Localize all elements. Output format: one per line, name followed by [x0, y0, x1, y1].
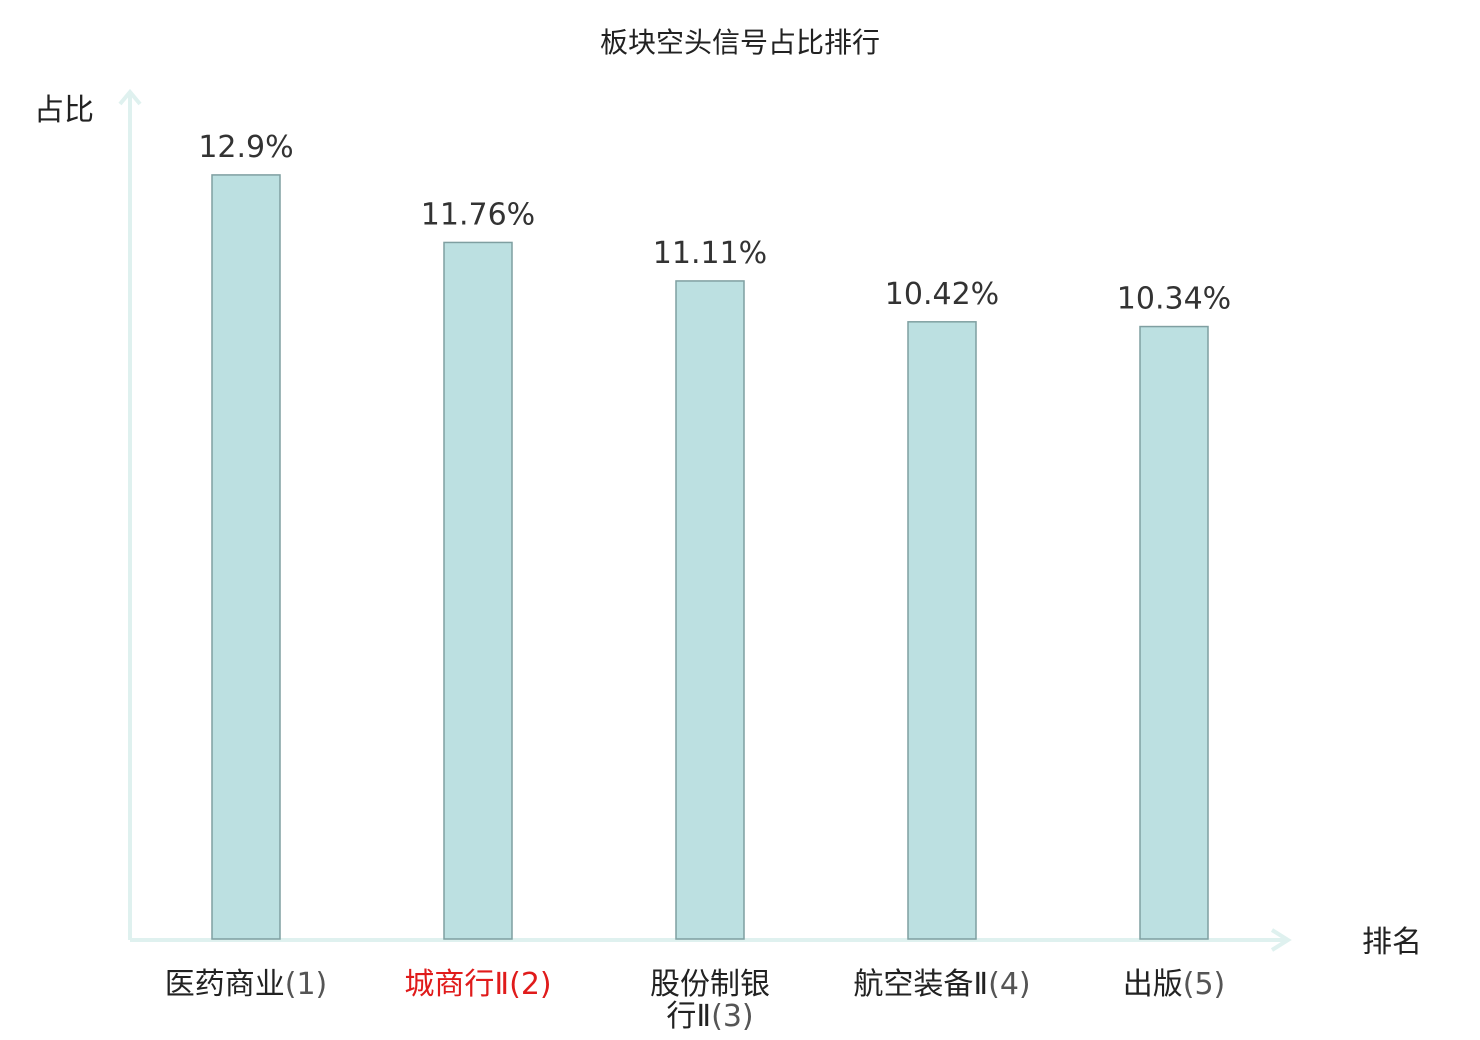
bar [211, 174, 281, 940]
data-label: 11.11% [653, 236, 767, 271]
value-labels-group: 12.9% 11.76% 11.11% 10.42% 10.34% [198, 130, 1231, 317]
data-label: 11.76% [421, 197, 535, 232]
x-tick-label: 航空装备Ⅱ(4) [853, 967, 1030, 1002]
x-axis-label: 排名 [1362, 925, 1422, 960]
x-tick-label: 股份制银 [650, 967, 770, 1002]
y-axis-label: 占比 [34, 93, 94, 128]
data-label: 10.34% [1117, 282, 1231, 317]
bar [1139, 325, 1209, 940]
x-tick-label-continued: 行Ⅱ(3) [666, 999, 753, 1034]
bar [443, 241, 513, 940]
x-tick-label: 出版(5) [1123, 967, 1226, 1002]
data-label: 12.9% [198, 130, 293, 165]
x-tick-label: 城商行Ⅱ(2) [404, 967, 551, 1002]
y-axis-arrow [118, 88, 142, 106]
bars-group [211, 174, 1209, 940]
chart-title: 板块空头信号占比排行 [600, 26, 880, 59]
data-label: 10.42% [885, 277, 999, 312]
bar [907, 321, 977, 940]
x-axis-arrow [1270, 928, 1292, 952]
x-tick-label: 医药商业(1) [165, 967, 328, 1002]
bar [675, 280, 745, 940]
